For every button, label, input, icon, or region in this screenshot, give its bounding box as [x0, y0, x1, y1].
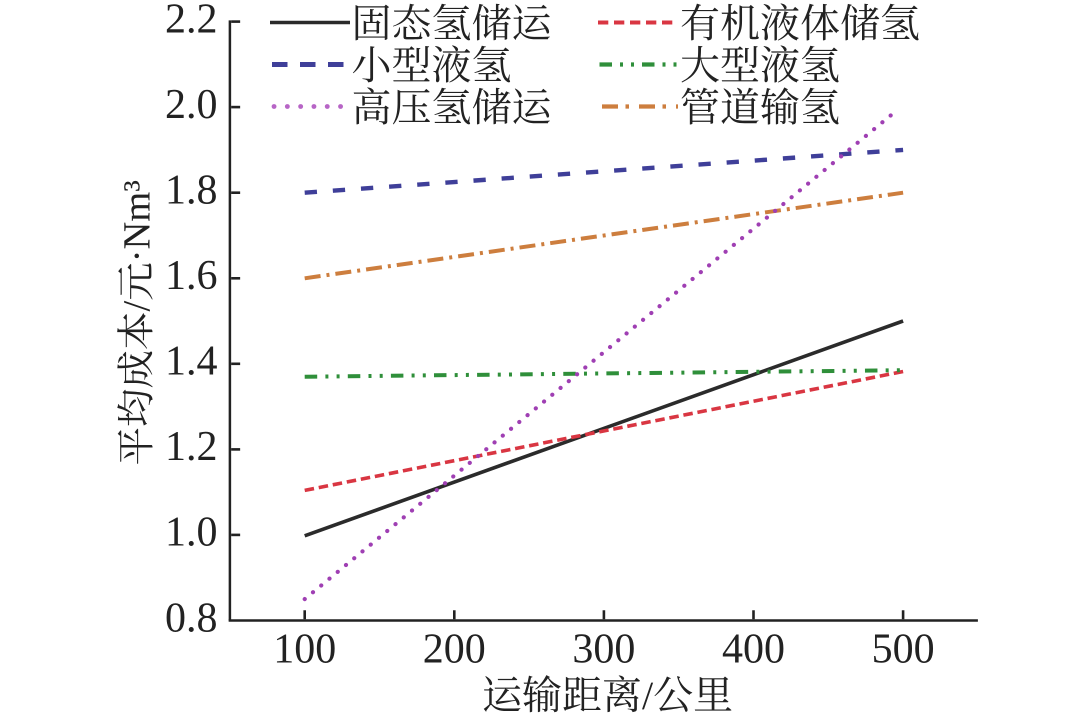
svg-text:1.0: 1.0 — [165, 510, 218, 556]
svg-text:100: 100 — [273, 627, 336, 673]
svg-text:2.0: 2.0 — [165, 82, 218, 128]
svg-text:200: 200 — [423, 627, 486, 673]
svg-text:1.4: 1.4 — [165, 339, 218, 385]
svg-text:1.2: 1.2 — [165, 424, 218, 470]
svg-text:2.2: 2.2 — [165, 0, 218, 42]
svg-text:500: 500 — [872, 627, 935, 673]
svg-text:1.6: 1.6 — [165, 253, 218, 299]
svg-text:0.8: 0.8 — [165, 595, 218, 641]
svg-text:400: 400 — [722, 627, 785, 673]
svg-text:300: 300 — [572, 627, 635, 673]
svg-text:1.8: 1.8 — [165, 168, 218, 214]
